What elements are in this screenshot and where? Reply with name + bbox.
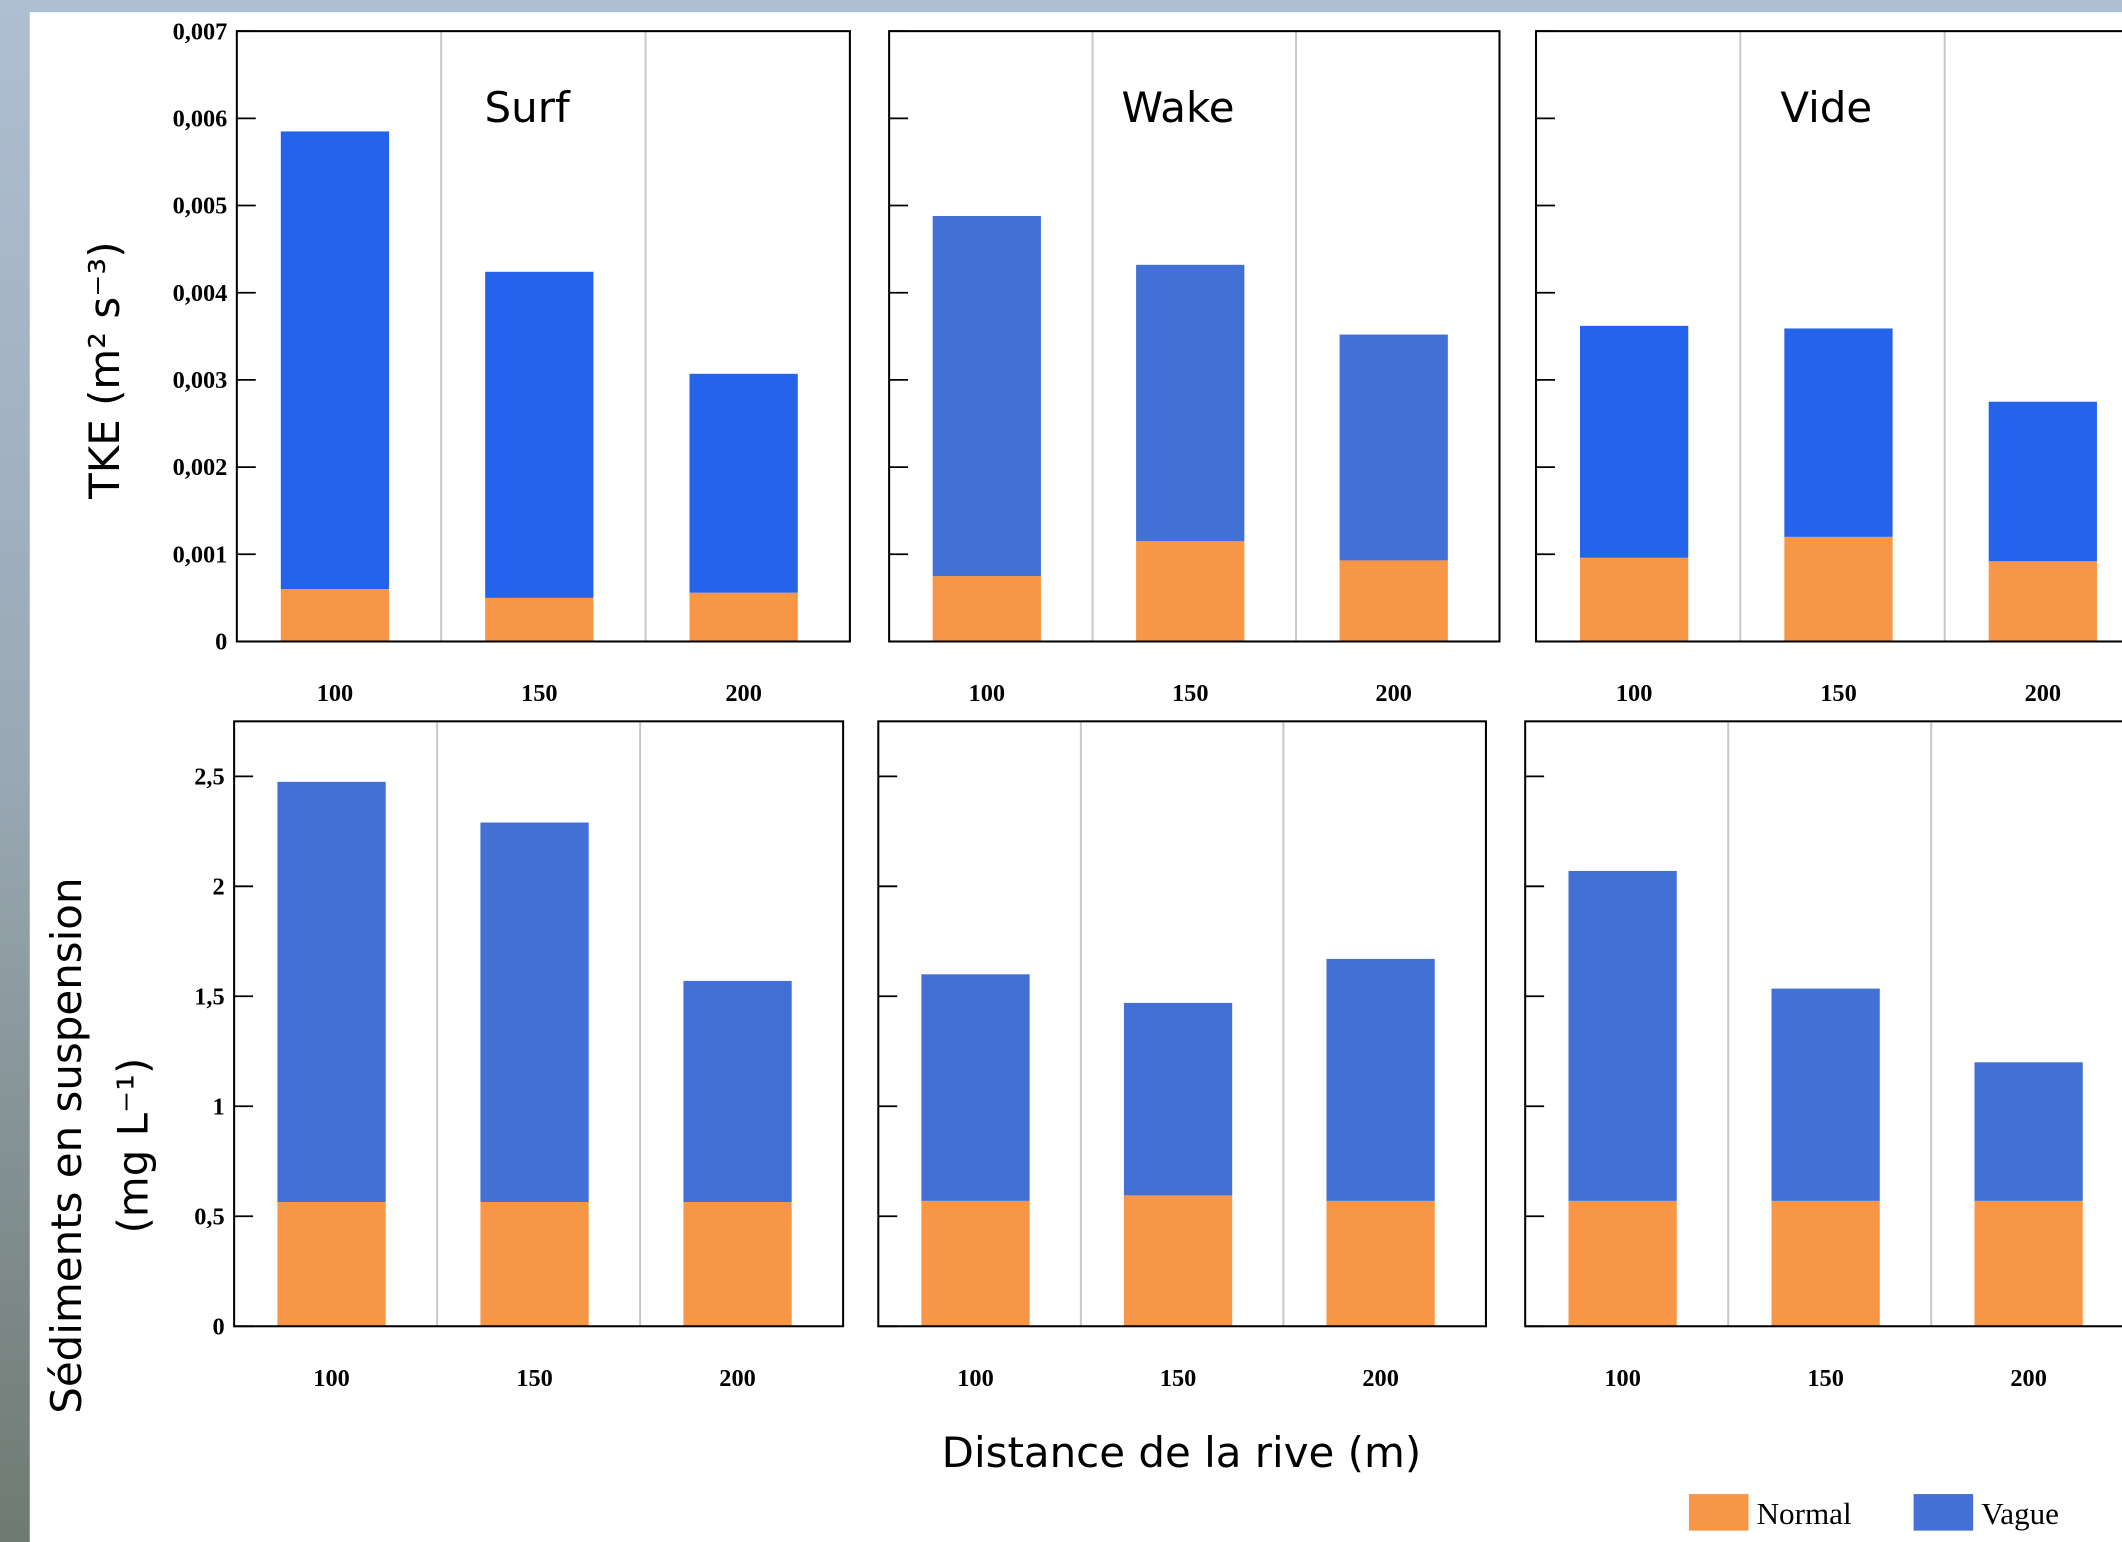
- bar-segment: [480, 823, 588, 1202]
- x-tick-label: 150: [516, 1365, 553, 1392]
- panel-title: Wake: [1122, 83, 1235, 132]
- bar-segment: [1136, 541, 1244, 641]
- x-tick-label: 150: [1820, 680, 1857, 707]
- bar-segment: [921, 1201, 1029, 1326]
- y-tick-label: 0,004: [173, 280, 228, 307]
- x-tick-label: 200: [1375, 680, 1412, 707]
- bar-segment: [690, 593, 798, 642]
- x-tick-label: 100: [1604, 1365, 1641, 1392]
- y-tick-label: 2,5: [194, 763, 224, 790]
- bar-segment: [1340, 335, 1448, 561]
- bar-segment: [485, 598, 593, 642]
- page: 100 150 200 0 0,001 0,002 0,003 0,004 0,005 0,006…: [0, 0, 2122, 1542]
- bar-segment: [690, 374, 798, 593]
- bar-segment: [281, 131, 389, 589]
- bar-segment: [480, 1202, 588, 1326]
- x-tick-label: 200: [2010, 1365, 2047, 1392]
- bar-segment: [1136, 265, 1244, 541]
- x-tick-label: 200: [719, 1365, 756, 1392]
- x-tick-label: 100: [969, 680, 1006, 707]
- legend-swatch: [1689, 1494, 1749, 1531]
- legend-label: Normal: [1757, 1496, 1852, 1531]
- bar-segment: [1326, 959, 1434, 1201]
- y-tick-label: 0,005: [173, 193, 228, 220]
- x-tick-label: 100: [957, 1365, 994, 1392]
- bar-segment: [1340, 560, 1448, 641]
- x-tick-label: 150: [1160, 1365, 1197, 1392]
- bar-segment: [277, 782, 385, 1202]
- panel-title: Vide: [1780, 83, 1872, 132]
- x-tick-label: 100: [1616, 680, 1653, 707]
- bar-segment: [1974, 1201, 2082, 1326]
- x-tick-label: 150: [521, 680, 558, 707]
- x-tick-label: 200: [725, 680, 762, 707]
- x-tick-label: 200: [1362, 1365, 1399, 1392]
- x-axis-label: Distance de la rive (m): [942, 1428, 1422, 1477]
- panel-title: Surf: [485, 83, 571, 132]
- bar-segment: [1771, 1201, 1879, 1326]
- bar-segment: [277, 1202, 385, 1326]
- x-tick-label: 150: [1807, 1365, 1844, 1392]
- y-tick-label: 0,007: [173, 18, 228, 45]
- x-tick-label: 150: [1172, 680, 1209, 707]
- y-tick-label: 0,006: [173, 105, 228, 132]
- bar-segment: [1580, 558, 1688, 642]
- y-axis-label: Sédiments en suspension: [42, 877, 91, 1413]
- x-tick-label: 100: [317, 680, 354, 707]
- y-tick-label: 0,5: [194, 1203, 224, 1230]
- bar-segment: [281, 589, 389, 641]
- bar-segment: [921, 974, 1029, 1201]
- bar-segment: [1784, 328, 1892, 536]
- bar-segment: [1124, 1003, 1232, 1195]
- bar-segment: [1974, 1062, 2082, 1201]
- y-tick-label: 0: [215, 629, 227, 656]
- bar-segment: [1771, 989, 1879, 1201]
- bar-segment: [1326, 1201, 1434, 1326]
- bar-segment: [1989, 561, 2097, 641]
- y-tick-label: 0,001: [173, 541, 228, 568]
- legend-label: Vague: [1981, 1496, 2059, 1531]
- y-tick-label: 0,003: [173, 367, 228, 394]
- bar-segment: [683, 1202, 791, 1326]
- bar-segment: [485, 272, 593, 598]
- bar-segment: [683, 981, 791, 1202]
- bar-segment: [1784, 537, 1892, 642]
- legend-swatch: [1914, 1494, 1974, 1531]
- y-tick-label: 0,002: [173, 454, 228, 481]
- y-tick-label: 0: [212, 1313, 224, 1340]
- bar-segment: [1989, 402, 2097, 562]
- y-axis-label: (mg L⁻¹): [109, 1058, 158, 1234]
- chart: 100 150 200 0 0,001 0,002 0,003 0,004 0,005 0,006…: [0, 0, 2122, 1542]
- x-tick-label: 200: [2025, 680, 2062, 707]
- bar-segment: [1124, 1195, 1232, 1326]
- y-tick-label: 1: [212, 1093, 224, 1120]
- y-tick-label: 1,5: [194, 983, 224, 1010]
- x-tick-label: 100: [313, 1365, 350, 1392]
- bar-segment: [1580, 326, 1688, 558]
- bar-segment: [933, 216, 1041, 576]
- y-tick-label: 2: [212, 873, 224, 900]
- y-axis-label: TKE (m² s⁻³): [80, 241, 129, 499]
- bar-segment: [933, 576, 1041, 641]
- bar-segment: [1568, 871, 1676, 1201]
- bar-segment: [1568, 1201, 1676, 1326]
